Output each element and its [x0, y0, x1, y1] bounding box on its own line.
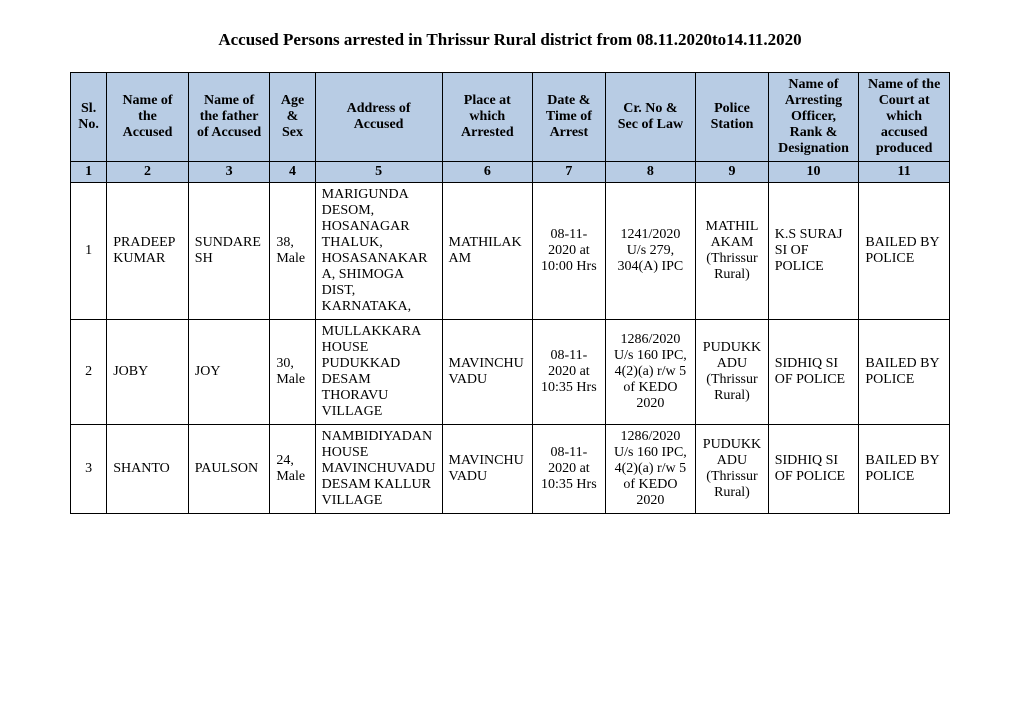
- colnum-6: 6: [442, 162, 533, 183]
- cell-datetime: 08-11-2020 at 10:35 Hrs: [533, 425, 605, 514]
- cell-name: JOBY: [107, 320, 189, 425]
- cell-place: MAVINCHUVADU: [442, 320, 533, 425]
- colnum-3: 3: [188, 162, 270, 183]
- cell-place: MAVINCHUVADU: [442, 425, 533, 514]
- table-body: 1 PRADEEP KUMAR SUNDARESH 38, Male MARIG…: [71, 183, 950, 514]
- cell-address: MULLAKKARA HOUSE PUDUKKAD DESAM THORAVU …: [315, 320, 442, 425]
- cell-datetime: 08-11-2020 at 10:35 Hrs: [533, 320, 605, 425]
- cell-sl: 2: [71, 320, 107, 425]
- page-title: Accused Persons arrested in Thrissur Rur…: [70, 30, 950, 50]
- colnum-8: 8: [605, 162, 696, 183]
- table-row: 3 SHANTO PAULSON 24, Male NAMBIDIYADAN H…: [71, 425, 950, 514]
- colnum-1: 1: [71, 162, 107, 183]
- cell-cr: 1286/2020 U/s 160 IPC, 4(2)(a) r/w 5 of …: [605, 320, 696, 425]
- header-datetime: Date & Time of Arrest: [533, 73, 605, 162]
- header-ps: Police Station: [696, 73, 768, 162]
- column-number-row: 1 2 3 4 5 6 7 8 9 10 11: [71, 162, 950, 183]
- cell-cr: 1286/2020 U/s 160 IPC, 4(2)(a) r/w 5 of …: [605, 425, 696, 514]
- table-row: 1 PRADEEP KUMAR SUNDARESH 38, Male MARIG…: [71, 183, 950, 320]
- colnum-7: 7: [533, 162, 605, 183]
- header-row: Sl. No. Name of the Accused Name of the …: [71, 73, 950, 162]
- colnum-10: 10: [768, 162, 859, 183]
- cell-datetime: 08-11-2020 at 10:00 Hrs: [533, 183, 605, 320]
- cell-age: 38, Male: [270, 183, 315, 320]
- cell-ps: PUDUKKADU (Thrissur Rural): [696, 425, 768, 514]
- header-address: Address of Accused: [315, 73, 442, 162]
- cell-name: PRADEEP KUMAR: [107, 183, 189, 320]
- cell-address: MARIGUNDA DESOM, HOSANAGAR THALUK, HOSAS…: [315, 183, 442, 320]
- colnum-2: 2: [107, 162, 189, 183]
- cell-name: SHANTO: [107, 425, 189, 514]
- cell-father: SUNDARESH: [188, 183, 270, 320]
- cell-place: MATHILAKAM: [442, 183, 533, 320]
- colnum-9: 9: [696, 162, 768, 183]
- header-place: Place at which Arrested: [442, 73, 533, 162]
- header-age: Age & Sex: [270, 73, 315, 162]
- cell-officer: SIDHIQ SI OF POLICE: [768, 425, 859, 514]
- header-officer: Name of Arresting Officer, Rank & Design…: [768, 73, 859, 162]
- cell-age: 24, Male: [270, 425, 315, 514]
- cell-court: BAILED BY POLICE: [859, 320, 950, 425]
- colnum-4: 4: [270, 162, 315, 183]
- header-cr: Cr. No & Sec of Law: [605, 73, 696, 162]
- cell-officer: SIDHIQ SI OF POLICE: [768, 320, 859, 425]
- header-court: Name of the Court at which accused produ…: [859, 73, 950, 162]
- table-row: 2 JOBY JOY 30, Male MULLAKKARA HOUSE PUD…: [71, 320, 950, 425]
- cell-father: PAULSON: [188, 425, 270, 514]
- header-sl: Sl. No.: [71, 73, 107, 162]
- cell-ps: MATHILAKAM (Thrissur Rural): [696, 183, 768, 320]
- cell-sl: 3: [71, 425, 107, 514]
- header-name: Name of the Accused: [107, 73, 189, 162]
- cell-father: JOY: [188, 320, 270, 425]
- arrest-table: Sl. No. Name of the Accused Name of the …: [70, 72, 950, 514]
- cell-sl: 1: [71, 183, 107, 320]
- header-father: Name of the father of Accused: [188, 73, 270, 162]
- cell-officer: K.S SURAJ SI OF POLICE: [768, 183, 859, 320]
- colnum-5: 5: [315, 162, 442, 183]
- cell-court: BAILED BY POLICE: [859, 183, 950, 320]
- cell-court: BAILED BY POLICE: [859, 425, 950, 514]
- cell-ps: PUDUKKADU (Thrissur Rural): [696, 320, 768, 425]
- cell-age: 30, Male: [270, 320, 315, 425]
- cell-address: NAMBIDIYADAN HOUSE MAVINCHUVADU DESAM KA…: [315, 425, 442, 514]
- cell-cr: 1241/2020 U/s 279, 304(A) IPC: [605, 183, 696, 320]
- colnum-11: 11: [859, 162, 950, 183]
